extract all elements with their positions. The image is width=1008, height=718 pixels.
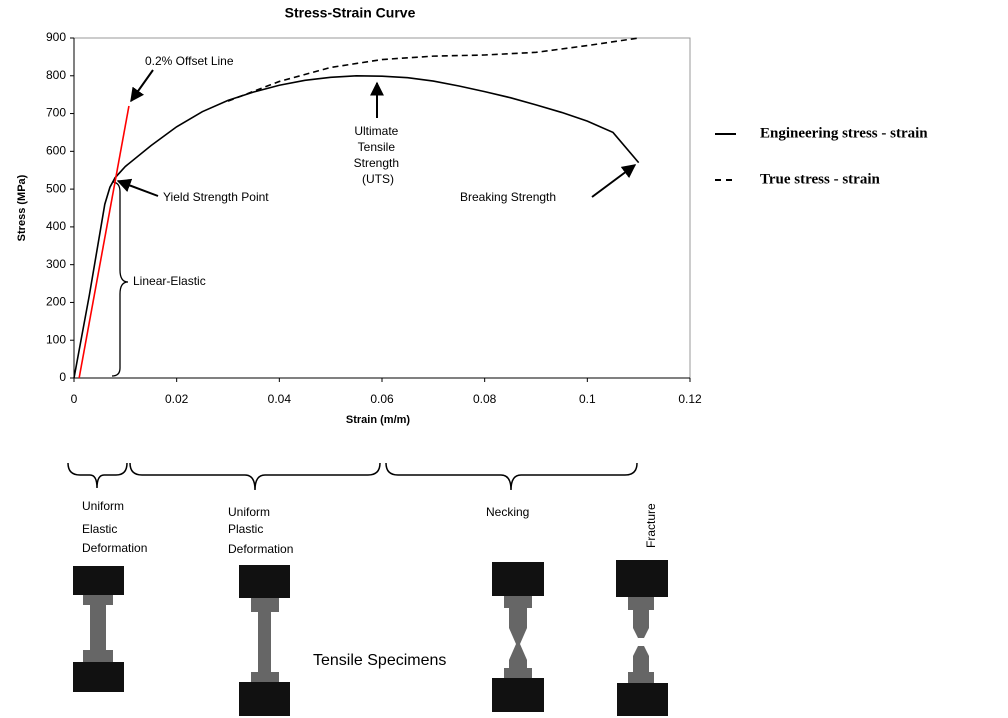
y-tick-label: 300 [46, 257, 66, 271]
offset-label: 0.2% Offset Line [145, 54, 234, 68]
x-axis-title: Strain (m/m) [346, 414, 411, 426]
stage-line: Elastic [82, 522, 117, 536]
x-tick-label: 0.04 [268, 392, 292, 406]
brace [68, 463, 127, 488]
legend-label: Engineering stress - strain [760, 125, 928, 141]
stage-line: Plastic [228, 522, 263, 536]
stage-label: Uniform Plastic Deformation [228, 505, 293, 556]
y-tick-label: 400 [46, 219, 66, 233]
stage-label: Necking [486, 505, 529, 519]
x-tick-label: 0.1 [579, 392, 596, 406]
y-tick-label: 0 [59, 370, 66, 384]
x-tick-label: 0.08 [473, 392, 497, 406]
stage-line: Deformation [228, 542, 293, 556]
stage-label: Fracture [644, 503, 658, 548]
plot-frame [74, 38, 690, 378]
yield-label: Yield Strength Point [163, 190, 269, 204]
figure: Stress-Strain Curve Strain (m/m) Stress … [0, 0, 1008, 718]
uts-line: Tensile [358, 140, 396, 154]
stage-line: Uniform [82, 499, 124, 513]
chart-title: Stress-Strain Curve [285, 5, 416, 21]
specimen [492, 562, 544, 712]
arrow [131, 70, 153, 101]
y-tick-label: 200 [46, 295, 66, 309]
y-tick-label: 500 [46, 181, 66, 195]
brace [130, 463, 380, 490]
breaking-label: Breaking Strength [460, 190, 556, 204]
specimen [73, 566, 124, 692]
y-axis-title: Stress (MPa) [16, 174, 28, 241]
legend-label: True stress - strain [760, 171, 881, 187]
y-tick-label: 700 [46, 106, 66, 120]
specimens-caption: Tensile Specimens [313, 652, 446, 669]
x-tick-label: 0.02 [165, 392, 189, 406]
x-tick-label: 0.06 [370, 392, 394, 406]
brace [112, 182, 128, 376]
stage-line: Uniform [228, 505, 270, 519]
stage-label: Uniform Elastic Deformation [82, 499, 147, 555]
specimen [616, 560, 668, 716]
stage-line: Deformation [82, 541, 147, 555]
stage-braces [68, 463, 637, 490]
uts-label: Ultimate Tensile Strength (UTS) [354, 124, 403, 186]
y-tick-label: 900 [46, 30, 66, 44]
uts-line: (UTS) [362, 172, 394, 186]
offset-line [79, 106, 129, 378]
series-line [228, 38, 639, 101]
arrow [118, 181, 158, 196]
y-tick-label: 100 [46, 332, 66, 346]
specimen [239, 565, 290, 716]
uts-line: Ultimate [354, 124, 398, 138]
y-tick-label: 600 [46, 144, 66, 158]
elastic-label: Linear-Elastic [133, 274, 206, 288]
x-tick-label: 0.12 [678, 392, 702, 406]
x-tick-label: 0 [71, 392, 78, 406]
uts-line: Strength [354, 156, 399, 170]
y-tick-label: 800 [46, 68, 66, 82]
brace [386, 463, 637, 490]
series-line [74, 76, 639, 378]
arrow [592, 165, 635, 197]
